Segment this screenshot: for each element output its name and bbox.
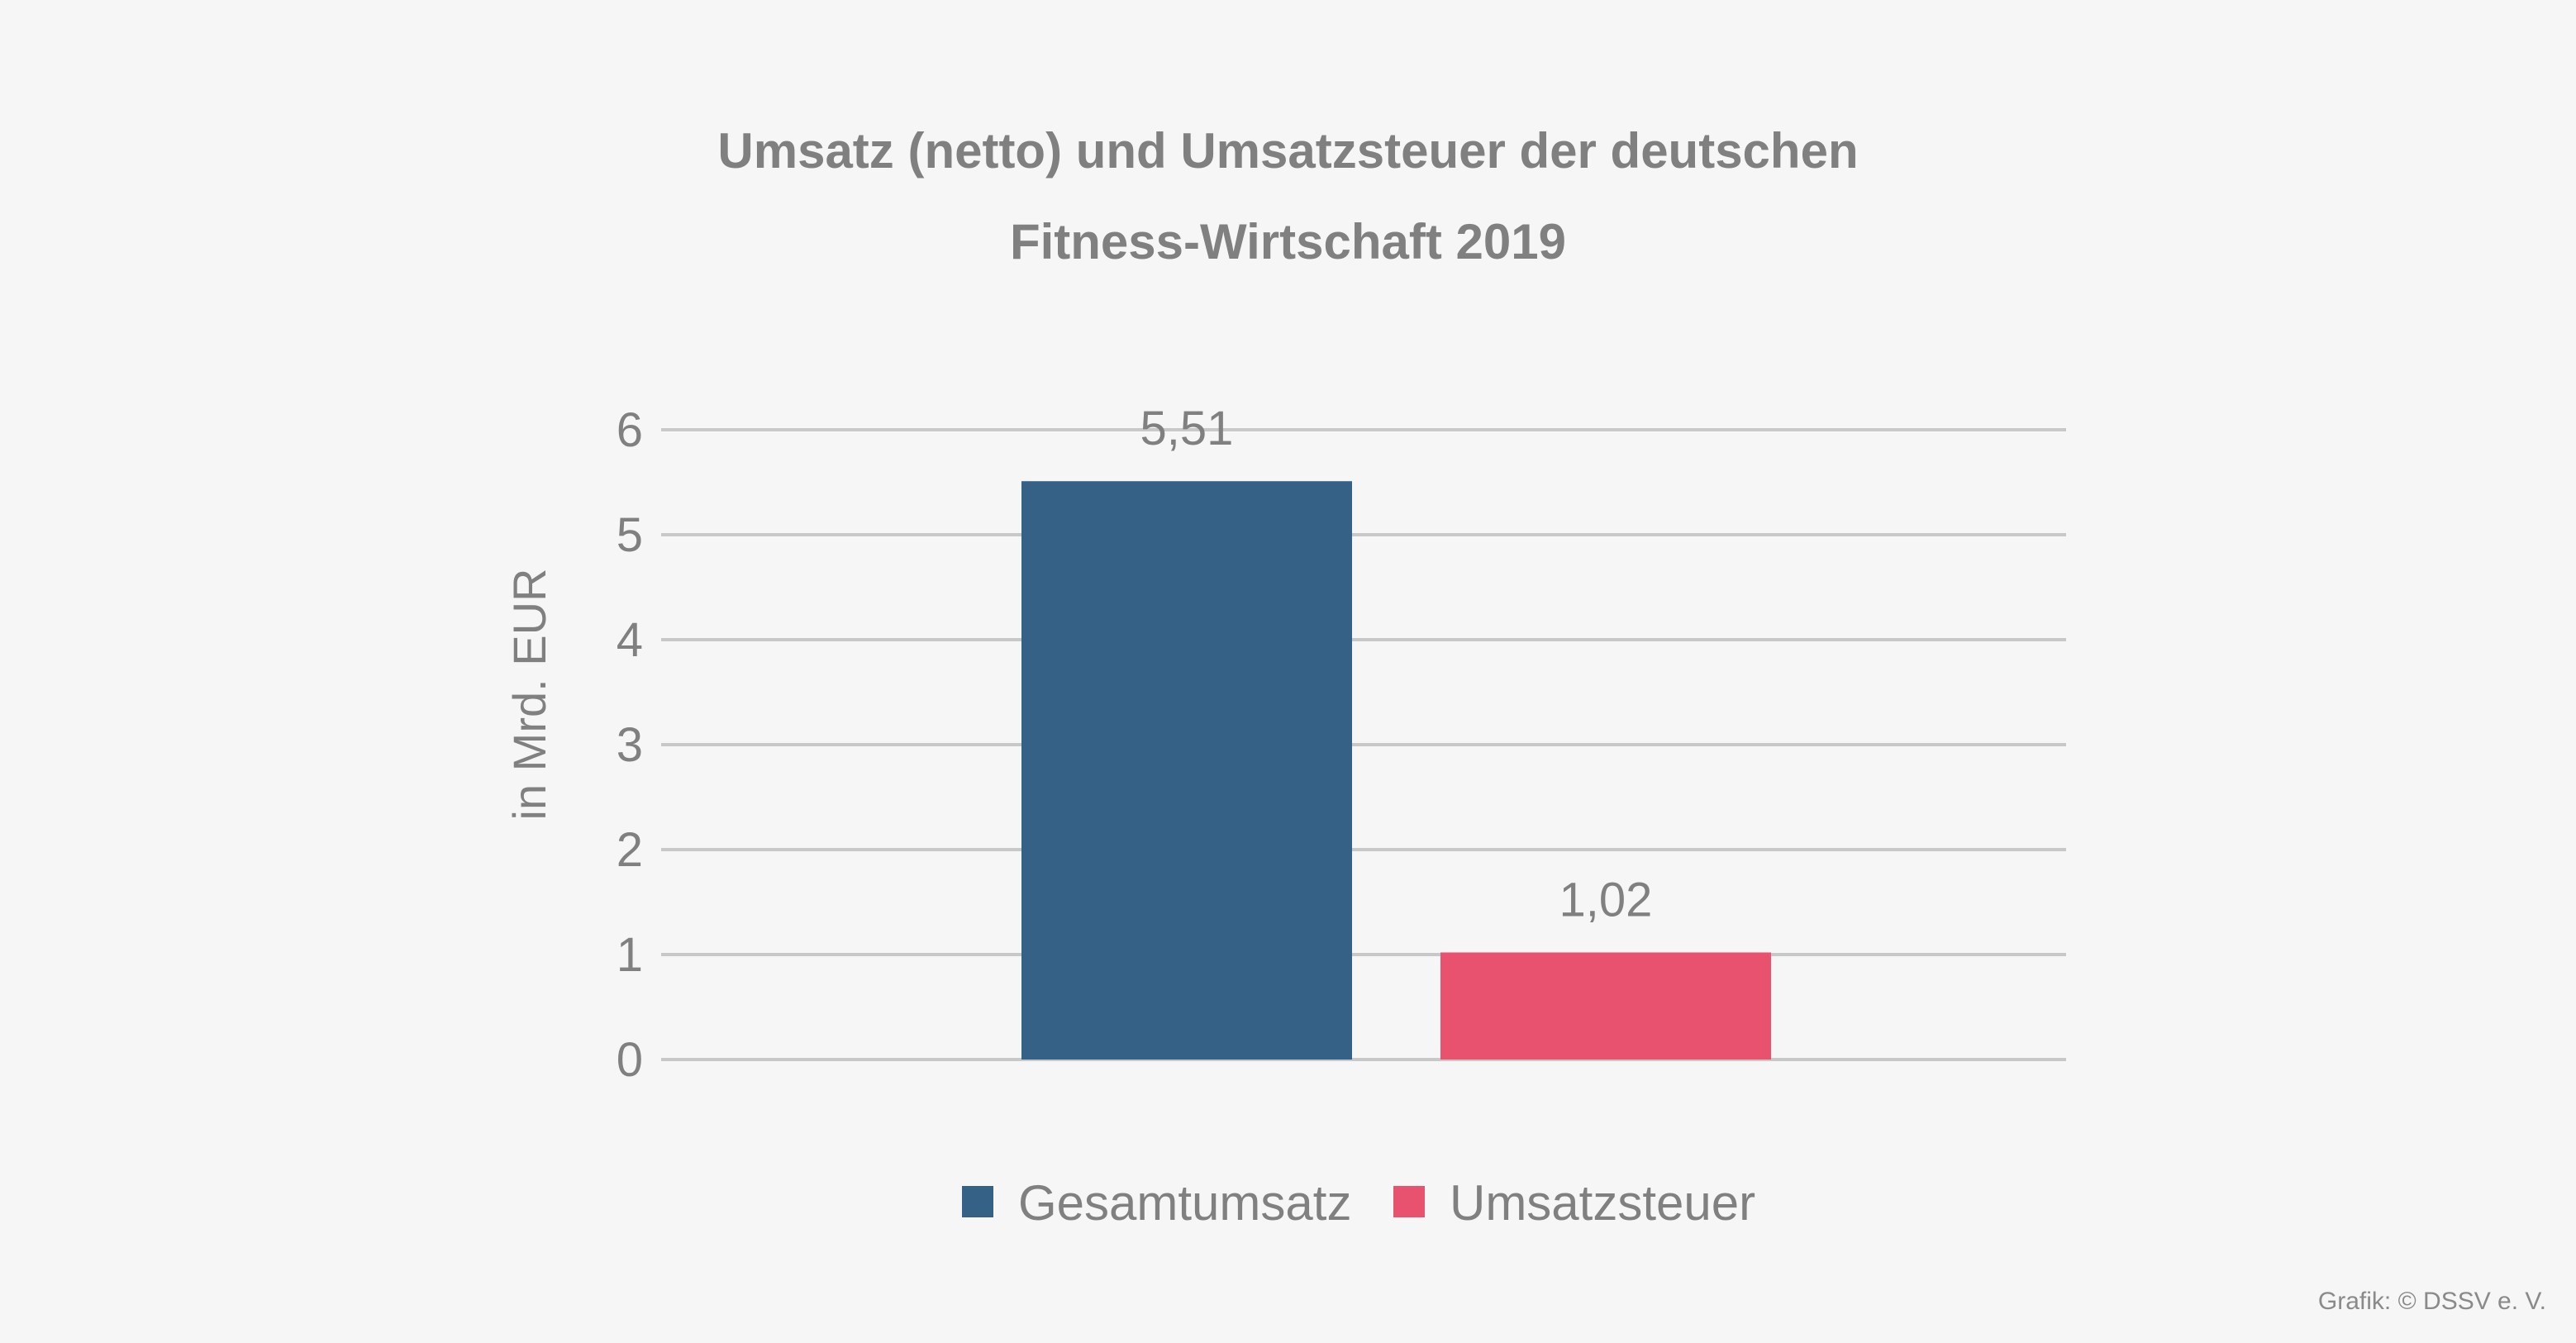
legend-swatch: [1393, 1186, 1425, 1217]
chart-title-line-1: Umsatz (netto) und Umsatzsteuer der deut…: [717, 123, 1859, 179]
y-tick-label: 4: [617, 613, 643, 667]
data-labels: 5,51 1,02: [1140, 402, 1653, 926]
chart-title: Umsatz (netto) und Umsatzsteuer der deut…: [0, 106, 2576, 288]
y-axis-label: in Mrd. EUR: [503, 569, 555, 821]
y-tick-label: 3: [617, 718, 643, 772]
y-tick-label: 1: [617, 928, 643, 982]
legend: Gesamtumsatz Umsatzsteuer: [962, 1175, 1755, 1231]
bar-umsatzsteuer: [1440, 952, 1771, 1060]
gridlines: [661, 428, 2066, 1061]
data-label: 1,02: [1559, 873, 1653, 926]
bars: [1021, 481, 1771, 1060]
bar-gesamtumsatz: [1021, 481, 1352, 1060]
chart-title-line-2: Fitness-Wirtschaft 2019: [1009, 214, 1566, 269]
y-tick-label: 2: [617, 823, 643, 877]
legend-label: Umsatzsteuer: [1450, 1175, 1755, 1231]
y-tick-label: 5: [617, 508, 643, 562]
credit-text: Grafik: © DSSV e. V.: [2317, 1288, 2546, 1315]
y-tick-label: 0: [617, 1033, 643, 1087]
y-tick-label: 6: [617, 403, 643, 457]
y-axis-ticks: 0 1 2 3 4 5 6: [617, 403, 643, 1087]
data-label: 5,51: [1140, 402, 1234, 455]
legend-swatch: [962, 1186, 993, 1217]
legend-label: Gesamtumsatz: [1018, 1175, 1351, 1231]
